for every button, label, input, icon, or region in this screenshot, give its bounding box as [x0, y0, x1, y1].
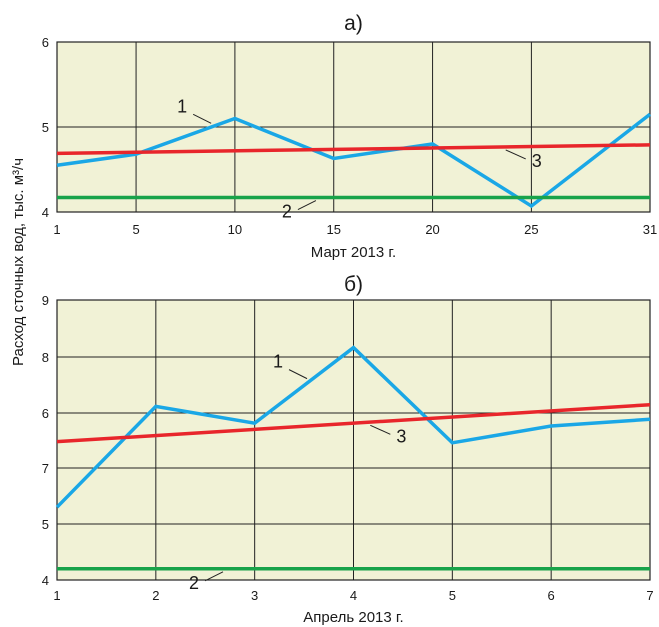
callout-2-label: 2 [189, 573, 199, 593]
x-tick-label: 5 [449, 588, 456, 603]
callout-1-label: 1 [177, 96, 187, 116]
y-tick-label: 4 [42, 573, 49, 588]
y-tick-label: 4 [42, 205, 49, 220]
x-tick-label: 2 [152, 588, 159, 603]
callout-1-leader [288, 369, 308, 380]
y-tick-label: 8 [42, 350, 49, 365]
x-tick-label: 10 [228, 222, 242, 237]
x-tick-label: 6 [548, 588, 555, 603]
callout-3-leader [370, 424, 391, 435]
y-axis-label: Расход сточных вод, тыс. м³/ч [10, 158, 27, 366]
series-3-line [56, 402, 651, 444]
callout-1-leader [192, 113, 212, 124]
y-tick-label: 9 [42, 293, 49, 308]
x-tick-label: 5 [132, 222, 139, 237]
x-tick-label: 1 [53, 222, 60, 237]
x-tick-label: 20 [425, 222, 439, 237]
x-tick-label: 1 [53, 588, 60, 603]
chart-panel-b: 1 2 3 4 5 6 7 4 5 7 6 8 9 1 2 3 б) Апрель 2013 г. [42, 273, 654, 626]
callout-2-leader [297, 200, 317, 210]
x-tick-label: 31 [643, 222, 657, 237]
y-tick-label: 6 [42, 406, 49, 421]
callout-3-label: 3 [396, 426, 406, 446]
callout-3-label: 3 [532, 151, 542, 171]
panel-title-b: б) [344, 273, 363, 296]
x-tick-label: 3 [251, 588, 258, 603]
callout-2-leader [204, 571, 224, 582]
series-3-line [56, 143, 651, 156]
x-tick-label: 25 [524, 222, 538, 237]
x-tick-label: 4 [350, 588, 357, 603]
y-tick-label: 5 [42, 517, 49, 532]
y-tick-label: 6 [42, 35, 49, 50]
x-tick-label: 7 [646, 588, 653, 603]
y-tick-label: 5 [42, 120, 49, 135]
callout-3-leader [505, 149, 526, 160]
x-tick-label: 15 [326, 222, 340, 237]
y-tick-label: 7 [42, 461, 49, 476]
callout-1-label: 1 [273, 352, 283, 372]
series-1-line [56, 112, 652, 209]
callout-2-label: 2 [282, 202, 292, 222]
x-axis-label-b: Апрель 2013 г. [303, 609, 403, 626]
series-1-line [55, 345, 651, 509]
x-axis-label-a: Март 2013 г. [311, 244, 396, 261]
panel-title-a: а) [344, 12, 363, 35]
